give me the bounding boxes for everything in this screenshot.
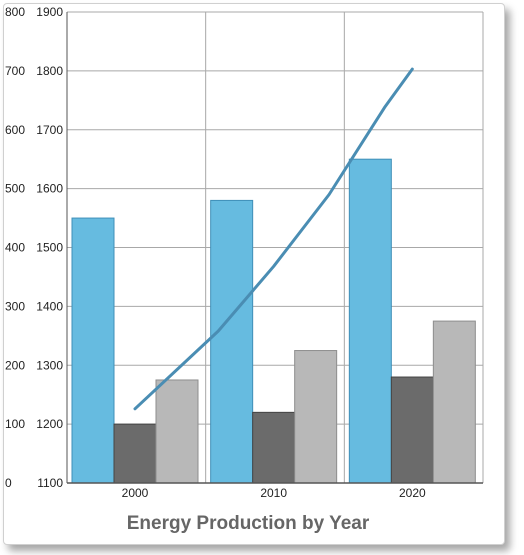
y-right-tick-label: 1600 <box>36 182 63 196</box>
y-left-tick-label: 400 <box>5 241 25 255</box>
y-right-tick-label: 1100 <box>37 476 63 490</box>
y-right-tick-label: 1300 <box>36 358 63 372</box>
y-right-tick-label: 1800 <box>36 64 63 78</box>
y-right-tick-label: 1400 <box>36 299 63 313</box>
y-right-tick-label: 1900 <box>36 5 63 19</box>
bar <box>390 376 434 484</box>
y-left-tick-label: 700 <box>5 64 25 78</box>
y-left-tick-label: 800 <box>5 5 25 19</box>
x-tick-label: 2000 <box>122 486 149 500</box>
bar <box>155 379 199 484</box>
y-left-tick-label: 0 <box>5 476 12 490</box>
y-right-tick-label: 1200 <box>36 417 63 431</box>
x-tick-label: 2020 <box>399 486 426 500</box>
y-right-tick-label: 1500 <box>36 241 63 255</box>
trend-line-layer <box>133 67 414 411</box>
bar <box>210 199 254 484</box>
y-left-tick-label: 600 <box>5 123 25 137</box>
axes <box>66 12 483 484</box>
x-tick-label: 2010 <box>260 486 287 500</box>
y-left-tick-label: 300 <box>5 299 25 313</box>
y-left-tick-label: 200 <box>5 358 25 372</box>
bar <box>113 423 157 484</box>
bar <box>252 411 296 484</box>
bar <box>348 158 392 484</box>
y-left-tick-label: 500 <box>5 182 25 196</box>
bar <box>294 350 338 484</box>
tick-labels: 0 100 200 300 400 500 600 700 800 1100 1200 1300 140… <box>5 5 426 500</box>
chart-title: Energy Production by Year <box>127 513 370 534</box>
y-left-tick-label: 100 <box>5 417 25 431</box>
trend-line <box>133 67 414 411</box>
bars <box>71 158 476 484</box>
bar <box>432 320 476 484</box>
bar <box>71 217 115 484</box>
y-right-tick-label: 1700 <box>36 123 63 137</box>
